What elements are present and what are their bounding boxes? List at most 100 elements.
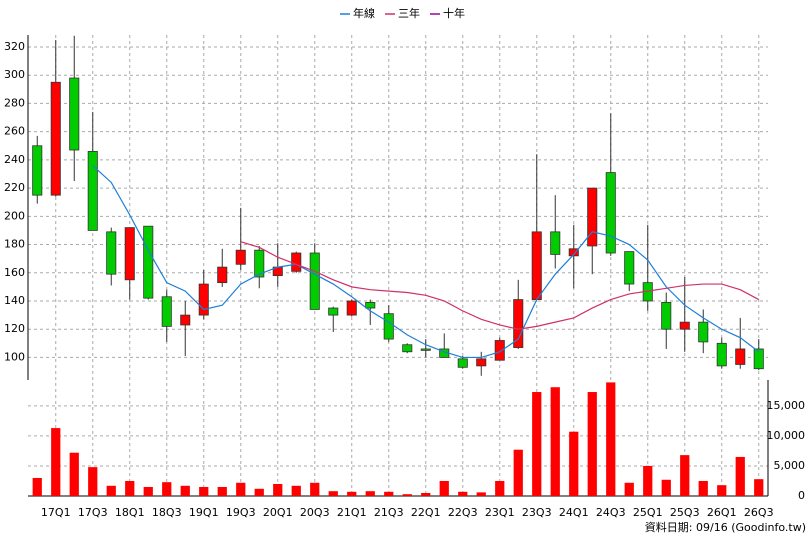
candle-body: [753, 348, 764, 370]
x-tick-label: 26Q1: [707, 506, 737, 519]
candle-body: [161, 296, 172, 327]
x-tick-label: 23Q3: [522, 506, 552, 519]
volume-bar: [698, 480, 708, 496]
y-tick-label: 300: [4, 68, 25, 81]
x-tick-label: 24Q3: [596, 506, 626, 519]
candle-body: [679, 321, 690, 330]
volume-bar: [162, 482, 172, 496]
candle-body: [50, 81, 61, 196]
candle-body: [87, 151, 98, 231]
y-tick-label: 220: [4, 181, 25, 194]
volume-bar: [143, 486, 153, 496]
candle-body: [291, 252, 302, 272]
y2-tick-label: 5,000: [774, 459, 806, 472]
volume-bar: [180, 485, 190, 496]
volume-bar: [365, 491, 375, 496]
x-tick-label: 24Q1: [559, 506, 589, 519]
volume-bar: [680, 455, 690, 496]
x-tick-label: 21Q1: [337, 506, 367, 519]
candle-body: [735, 348, 746, 365]
candle-body: [624, 251, 635, 285]
candle-body: [309, 252, 320, 310]
x-tick-label: 22Q1: [411, 506, 441, 519]
candle-body: [513, 299, 524, 348]
candle-body: [346, 300, 357, 316]
candle-body: [605, 172, 616, 254]
volume-bar: [291, 485, 301, 496]
volume-bar: [51, 428, 61, 496]
volume-bar: [624, 482, 634, 496]
candle-body: [402, 344, 413, 353]
volume-bar: [69, 452, 79, 496]
x-tick-label: 22Q3: [448, 506, 478, 519]
candle-body: [661, 301, 672, 330]
x-tick-label: 25Q3: [670, 506, 700, 519]
y-tick-label: 280: [4, 96, 25, 109]
candle-body: [587, 187, 598, 247]
volume-bar: [347, 491, 357, 496]
candle-body: [568, 248, 579, 257]
candle-body: [69, 77, 80, 151]
volume-bar: [273, 483, 283, 496]
x-tick-label: 17Q3: [78, 506, 108, 519]
volume-bar: [32, 477, 42, 496]
x-tick-label: 20Q3: [300, 506, 330, 519]
volume-bar: [106, 485, 116, 496]
volume-bar: [458, 491, 468, 496]
candle-body: [476, 358, 487, 367]
x-tick-label: 26Q3: [744, 506, 774, 519]
candle-body: [143, 225, 154, 299]
legend-label: 三年: [398, 6, 420, 20]
ma-line: [92, 165, 760, 359]
x-tick-label: 18Q3: [152, 506, 182, 519]
ma-line: [240, 241, 760, 330]
x-tick-label: 18Q1: [115, 506, 145, 519]
x-tick-label: 19Q1: [189, 506, 219, 519]
volume-bar: [513, 449, 523, 496]
volume-bar: [754, 479, 764, 496]
volume-bar: [606, 382, 616, 496]
y2-tick-label: 10,000: [767, 429, 806, 442]
candle-body: [106, 231, 117, 275]
x-tick-label: 19Q3: [226, 506, 256, 519]
volume-bar: [402, 494, 412, 496]
volume-bar: [643, 465, 653, 496]
x-tick-label: 25Q1: [633, 506, 663, 519]
candle-body: [217, 266, 228, 284]
legend-label: 年線: [353, 6, 375, 20]
candle-body: [32, 145, 43, 196]
volume-bar: [236, 482, 246, 496]
y-tick-label: 320: [4, 40, 25, 53]
volume-bar: [495, 480, 505, 496]
volume-bar: [735, 456, 745, 496]
volume-bar: [661, 479, 671, 496]
candle-body: [328, 307, 339, 316]
candle-body: [383, 313, 394, 340]
volume-bar: [254, 488, 264, 496]
legend-label: 十年: [443, 6, 465, 20]
candle-body: [235, 249, 246, 265]
candle-body: [531, 231, 542, 300]
volume-bar: [532, 392, 542, 496]
y-tick-label: 240: [4, 153, 25, 166]
y2-tick-label: 15,000: [767, 399, 806, 412]
candle-body: [494, 340, 505, 361]
y-tick-label: 260: [4, 125, 25, 138]
volume-bar: [439, 480, 449, 496]
candle-body: [365, 301, 376, 309]
y-tick-label: 160: [4, 266, 25, 279]
volume-bar: [199, 486, 209, 496]
candle-body: [698, 321, 709, 343]
candle-body: [420, 348, 431, 351]
volume-bar: [217, 486, 227, 496]
candle-body: [716, 342, 727, 367]
volume-bar: [328, 491, 338, 496]
y-tick-label: 100: [4, 350, 25, 363]
candle-body: [198, 283, 209, 316]
volume-bar: [310, 482, 320, 496]
volume-bar: [717, 485, 727, 496]
volume-bar: [476, 492, 486, 496]
y-tick-label: 140: [4, 294, 25, 307]
volume-bar: [587, 392, 597, 496]
x-tick-label: 23Q1: [485, 506, 515, 519]
